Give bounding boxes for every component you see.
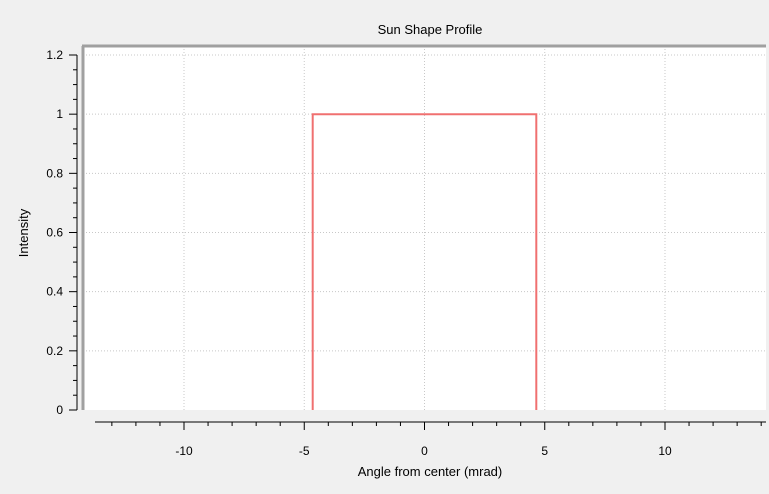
x-axis-label: Angle from center (mrad) — [358, 464, 503, 479]
y-tick-label: 1.2 — [46, 48, 63, 62]
x-tick-label: 5 — [541, 444, 548, 458]
y-axis-label: Intensity — [16, 208, 31, 257]
x-tick-label: 0 — [421, 444, 428, 458]
x-tick-label: -5 — [299, 444, 310, 458]
x-axis-ticks: -10 -5 0 5 10 — [111, 422, 762, 458]
y-tick-label: 0.2 — [46, 344, 63, 358]
y-tick-label: 1 — [56, 107, 63, 121]
grid-lines — [83, 46, 766, 410]
y-tick-label: 0.4 — [46, 285, 63, 299]
chart-title: Sun Shape Profile — [378, 22, 483, 37]
x-tick-label: 10 — [658, 444, 672, 458]
sun-shape-series-line — [311, 113, 538, 410]
x-tick-label: -10 — [175, 444, 193, 458]
y-tick-label: 0.8 — [46, 166, 63, 180]
series-layer — [311, 113, 538, 410]
y-tick-label: 0.6 — [46, 226, 63, 240]
y-axis-ticks: 0 0.2 0.4 0.6 0.8 1 1.2 — [46, 48, 77, 417]
y-tick-label: 0 — [56, 403, 63, 417]
